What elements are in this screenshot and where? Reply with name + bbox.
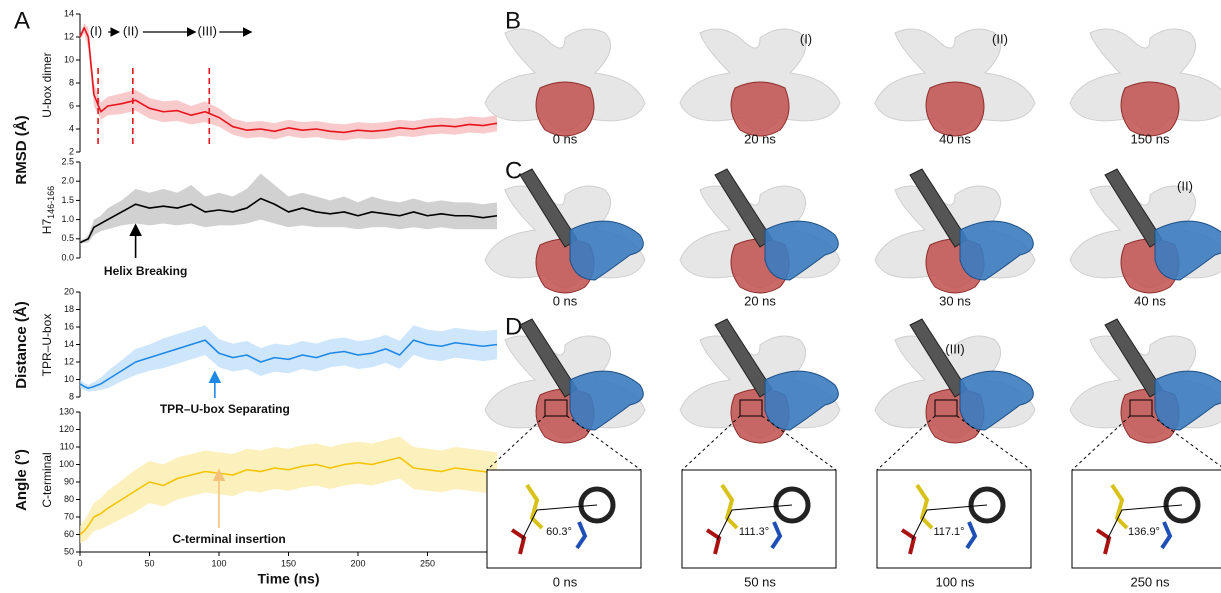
y-tick-label: 12 — [64, 356, 74, 366]
y-tick-label: 18 — [64, 304, 74, 314]
y-tick-label: 70 — [64, 511, 74, 521]
time-label: 250 ns — [1130, 574, 1170, 589]
time-label: 50 ns — [744, 574, 776, 589]
annotation-text: Helix Breaking — [104, 264, 187, 278]
y-tick-label: 120 — [59, 424, 74, 434]
y-tick-label: 0.0 — [61, 252, 74, 262]
angle-label: 111.3° — [739, 526, 769, 538]
y-tick-label: 110 — [60, 441, 74, 451]
time-label: 30 ns — [939, 293, 971, 308]
figure: A B C D 2468101214RMSD (Å)U-box dimer(I)… — [0, 0, 1221, 593]
spread-band — [80, 325, 497, 392]
time-label: 0 ns — [553, 293, 578, 308]
inset-frame — [487, 470, 641, 568]
y-tick-label: 14 — [64, 8, 74, 18]
x-tick-label: 150 — [281, 558, 296, 568]
spread-band — [80, 174, 497, 245]
y-tick-label: 2.0 — [61, 176, 74, 186]
x-axis-label: Time (ns) — [258, 571, 320, 587]
u-box-domain — [536, 82, 594, 136]
y-tick-label: 0.5 — [61, 233, 74, 243]
x-tick-label: 200 — [350, 558, 365, 568]
y-tick-label: 2.5 — [61, 156, 74, 166]
u-box-domain — [731, 82, 789, 136]
y-axis-label-main: TPR–U-box — [40, 314, 54, 377]
time-label: 0 ns — [553, 131, 578, 146]
y-group-label: Distance (Å) — [13, 301, 30, 389]
y-tick-label: 100 — [59, 459, 74, 469]
y-axis-label: H7146-166 — [40, 186, 56, 234]
angle-label: 60.3° — [546, 526, 572, 538]
annotation-text: C-terminal insertion — [172, 532, 285, 546]
u-box-domain — [926, 82, 984, 136]
y-tick-label: 1.0 — [61, 214, 74, 224]
y-axis-label: C-terminal — [40, 452, 54, 507]
y-axis-label-main: C-terminal — [40, 452, 54, 507]
y-tick-label: 1.5 — [61, 195, 74, 205]
spread-band — [80, 437, 497, 544]
y-tick-label: 6 — [69, 100, 74, 110]
y-tick-label: 80 — [64, 494, 74, 504]
panel-letter: C — [505, 157, 522, 184]
time-label: 0 ns — [553, 574, 578, 589]
y-tick-label: 10 — [64, 374, 74, 384]
time-label: 100 ns — [935, 574, 975, 589]
time-label: 20 ns — [744, 131, 776, 146]
y-tick-label: 10 — [64, 54, 74, 64]
y-tick-label: 60 — [64, 529, 74, 539]
data-line — [80, 28, 497, 133]
y-tick-label: 12 — [64, 31, 74, 41]
stage-label: (II) — [992, 31, 1008, 46]
y-tick-label: 90 — [64, 476, 74, 486]
time-label: 40 ns — [939, 131, 971, 146]
stage-label: (III) — [198, 23, 218, 38]
y-tick-label: 8 — [69, 391, 74, 401]
x-tick-label: 50 — [144, 558, 154, 568]
panel-letter: A — [14, 7, 30, 34]
y-tick-label: 8 — [69, 77, 74, 87]
y-group-label: Angle (°) — [13, 449, 30, 511]
spread-band — [80, 23, 497, 140]
stage-label: (II) — [123, 23, 139, 38]
y-group-label: RMSD (Å) — [13, 115, 30, 184]
y-tick-label: 4 — [69, 123, 74, 133]
y-axis-label: U-box dimer — [40, 52, 54, 117]
time-label: 40 ns — [1134, 293, 1166, 308]
y-tick-label: 20 — [64, 286, 74, 296]
time-label: 20 ns — [744, 293, 776, 308]
x-tick-label: 250 — [420, 558, 435, 568]
time-label: 150 ns — [1130, 131, 1170, 146]
stage-label: (I) — [90, 23, 102, 38]
u-box-domain — [1121, 82, 1179, 136]
annotation-text: TPR–U-box Separating — [160, 402, 290, 416]
angle-label: 117.1° — [933, 526, 964, 538]
x-tick-label: 0 — [77, 558, 82, 568]
x-tick-label: 100 — [211, 558, 226, 568]
y-tick-label: 50 — [64, 546, 74, 556]
y-axis-label-sub: 146-166 — [46, 186, 56, 219]
y-tick-label: 130 — [59, 406, 74, 416]
y-axis-label: TPR–U-box — [40, 314, 54, 377]
y-axis-label-main: H7 — [40, 219, 54, 235]
y-tick-label: 2 — [69, 146, 74, 156]
inset-frame — [682, 470, 836, 568]
inset-frame — [877, 470, 1031, 568]
y-tick-label: 14 — [64, 339, 74, 349]
y-axis-label-main: U-box dimer — [40, 52, 54, 117]
stage-label: (I) — [800, 31, 812, 46]
inset-frame — [1072, 470, 1221, 568]
stage-label: (III) — [945, 341, 965, 356]
angle-label: 136.9° — [1128, 526, 1160, 538]
y-tick-label: 16 — [64, 321, 74, 331]
stage-label: (II) — [1177, 178, 1193, 193]
